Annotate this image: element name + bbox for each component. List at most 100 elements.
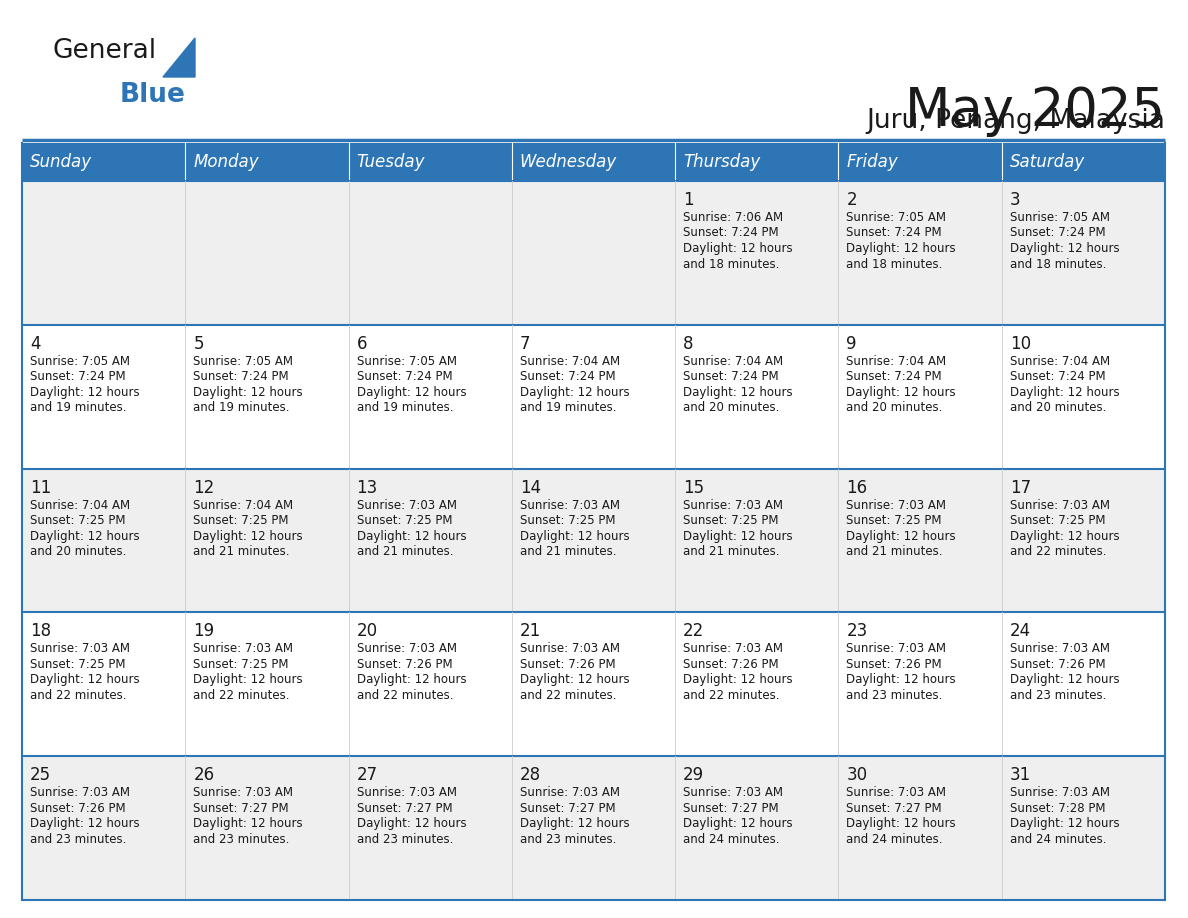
Text: Daylight: 12 hours: Daylight: 12 hours: [194, 674, 303, 687]
Text: Sunrise: 7:03 AM: Sunrise: 7:03 AM: [846, 643, 947, 655]
Text: 14: 14: [520, 478, 541, 497]
Text: Sunset: 7:25 PM: Sunset: 7:25 PM: [30, 514, 126, 527]
Text: Sunset: 7:24 PM: Sunset: 7:24 PM: [846, 370, 942, 384]
Text: Daylight: 12 hours: Daylight: 12 hours: [846, 386, 956, 398]
Text: 3: 3: [1010, 191, 1020, 209]
Text: Sunset: 7:24 PM: Sunset: 7:24 PM: [30, 370, 126, 384]
Text: Daylight: 12 hours: Daylight: 12 hours: [30, 817, 140, 830]
FancyBboxPatch shape: [23, 612, 1165, 756]
Text: 29: 29: [683, 767, 704, 784]
Text: General: General: [52, 38, 156, 64]
Text: Sunrise: 7:03 AM: Sunrise: 7:03 AM: [30, 786, 129, 800]
Text: 23: 23: [846, 622, 867, 641]
Text: Sunset: 7:27 PM: Sunset: 7:27 PM: [846, 801, 942, 814]
Text: 12: 12: [194, 478, 215, 497]
Text: Sunset: 7:27 PM: Sunset: 7:27 PM: [520, 801, 615, 814]
Text: Sunrise: 7:04 AM: Sunrise: 7:04 AM: [1010, 354, 1110, 368]
Text: Wednesday: Wednesday: [520, 153, 617, 171]
Text: 30: 30: [846, 767, 867, 784]
Text: Sunrise: 7:05 AM: Sunrise: 7:05 AM: [194, 354, 293, 368]
Text: Sunrise: 7:03 AM: Sunrise: 7:03 AM: [520, 498, 620, 511]
Text: Sunrise: 7:03 AM: Sunrise: 7:03 AM: [194, 786, 293, 800]
Text: 28: 28: [520, 767, 541, 784]
Text: and 19 minutes.: and 19 minutes.: [356, 401, 453, 414]
Text: 17: 17: [1010, 478, 1031, 497]
Text: Sunset: 7:25 PM: Sunset: 7:25 PM: [30, 658, 126, 671]
Text: 2: 2: [846, 191, 857, 209]
Text: and 23 minutes.: and 23 minutes.: [520, 833, 617, 845]
Text: 1: 1: [683, 191, 694, 209]
Text: Juru, Penang, Malaysia: Juru, Penang, Malaysia: [866, 108, 1165, 134]
Text: 8: 8: [683, 335, 694, 353]
FancyBboxPatch shape: [23, 325, 1165, 468]
Text: and 24 minutes.: and 24 minutes.: [1010, 833, 1106, 845]
Text: 24: 24: [1010, 622, 1031, 641]
Text: Sunrise: 7:05 AM: Sunrise: 7:05 AM: [356, 354, 456, 368]
Text: Sunset: 7:27 PM: Sunset: 7:27 PM: [683, 801, 779, 814]
Text: 13: 13: [356, 478, 378, 497]
Text: and 21 minutes.: and 21 minutes.: [356, 545, 453, 558]
Text: Daylight: 12 hours: Daylight: 12 hours: [356, 386, 466, 398]
Text: Sunset: 7:25 PM: Sunset: 7:25 PM: [1010, 514, 1105, 527]
Text: Saturday: Saturday: [1010, 153, 1085, 171]
Text: and 22 minutes.: and 22 minutes.: [683, 688, 779, 702]
Text: Sunrise: 7:03 AM: Sunrise: 7:03 AM: [846, 786, 947, 800]
Text: 22: 22: [683, 622, 704, 641]
Text: Daylight: 12 hours: Daylight: 12 hours: [520, 817, 630, 830]
Text: Sunrise: 7:03 AM: Sunrise: 7:03 AM: [520, 643, 620, 655]
Text: Sunset: 7:25 PM: Sunset: 7:25 PM: [356, 514, 453, 527]
Text: Daylight: 12 hours: Daylight: 12 hours: [520, 530, 630, 543]
FancyBboxPatch shape: [23, 756, 1165, 900]
Text: Sunset: 7:28 PM: Sunset: 7:28 PM: [1010, 801, 1105, 814]
Text: Sunrise: 7:04 AM: Sunrise: 7:04 AM: [846, 354, 947, 368]
Text: Thursday: Thursday: [683, 153, 760, 171]
Text: Sunrise: 7:03 AM: Sunrise: 7:03 AM: [356, 643, 456, 655]
Text: 15: 15: [683, 478, 704, 497]
Text: Sunrise: 7:03 AM: Sunrise: 7:03 AM: [1010, 643, 1110, 655]
Text: Daylight: 12 hours: Daylight: 12 hours: [520, 386, 630, 398]
Text: Sunrise: 7:03 AM: Sunrise: 7:03 AM: [30, 643, 129, 655]
Text: Sunset: 7:24 PM: Sunset: 7:24 PM: [194, 370, 289, 384]
Text: Daylight: 12 hours: Daylight: 12 hours: [846, 674, 956, 687]
Text: Sunrise: 7:04 AM: Sunrise: 7:04 AM: [30, 498, 131, 511]
Text: Sunset: 7:26 PM: Sunset: 7:26 PM: [1010, 658, 1105, 671]
Text: Sunset: 7:24 PM: Sunset: 7:24 PM: [683, 227, 779, 240]
Text: and 21 minutes.: and 21 minutes.: [683, 545, 779, 558]
Text: Sunrise: 7:03 AM: Sunrise: 7:03 AM: [520, 786, 620, 800]
Text: 25: 25: [30, 767, 51, 784]
Text: and 18 minutes.: and 18 minutes.: [1010, 258, 1106, 271]
Text: Daylight: 12 hours: Daylight: 12 hours: [30, 386, 140, 398]
Text: and 21 minutes.: and 21 minutes.: [846, 545, 943, 558]
Text: 16: 16: [846, 478, 867, 497]
Text: Sunrise: 7:04 AM: Sunrise: 7:04 AM: [520, 354, 620, 368]
Text: Tuesday: Tuesday: [356, 153, 425, 171]
Text: Sunset: 7:25 PM: Sunset: 7:25 PM: [683, 514, 778, 527]
Text: 4: 4: [30, 335, 40, 353]
Text: and 23 minutes.: and 23 minutes.: [194, 833, 290, 845]
Text: Sunset: 7:25 PM: Sunset: 7:25 PM: [194, 658, 289, 671]
Text: Daylight: 12 hours: Daylight: 12 hours: [520, 674, 630, 687]
Text: Daylight: 12 hours: Daylight: 12 hours: [356, 674, 466, 687]
Text: 26: 26: [194, 767, 214, 784]
Polygon shape: [163, 38, 195, 77]
Text: Sunset: 7:25 PM: Sunset: 7:25 PM: [520, 514, 615, 527]
Text: and 23 minutes.: and 23 minutes.: [846, 688, 943, 702]
Text: and 23 minutes.: and 23 minutes.: [356, 833, 453, 845]
Text: Daylight: 12 hours: Daylight: 12 hours: [30, 530, 140, 543]
Text: Sunset: 7:24 PM: Sunset: 7:24 PM: [356, 370, 453, 384]
Text: Sunrise: 7:03 AM: Sunrise: 7:03 AM: [356, 786, 456, 800]
Text: 20: 20: [356, 622, 378, 641]
Text: Sunset: 7:26 PM: Sunset: 7:26 PM: [846, 658, 942, 671]
Text: Sunrise: 7:03 AM: Sunrise: 7:03 AM: [683, 786, 783, 800]
Text: Daylight: 12 hours: Daylight: 12 hours: [356, 530, 466, 543]
Text: Daylight: 12 hours: Daylight: 12 hours: [1010, 817, 1119, 830]
Text: Sunset: 7:24 PM: Sunset: 7:24 PM: [683, 370, 779, 384]
Text: Sunset: 7:24 PM: Sunset: 7:24 PM: [846, 227, 942, 240]
Text: Friday: Friday: [846, 153, 898, 171]
Text: and 18 minutes.: and 18 minutes.: [683, 258, 779, 271]
Text: Sunrise: 7:05 AM: Sunrise: 7:05 AM: [1010, 211, 1110, 224]
Text: and 19 minutes.: and 19 minutes.: [520, 401, 617, 414]
Text: Sunrise: 7:04 AM: Sunrise: 7:04 AM: [194, 498, 293, 511]
Text: Daylight: 12 hours: Daylight: 12 hours: [1010, 530, 1119, 543]
Text: Sunrise: 7:03 AM: Sunrise: 7:03 AM: [683, 643, 783, 655]
